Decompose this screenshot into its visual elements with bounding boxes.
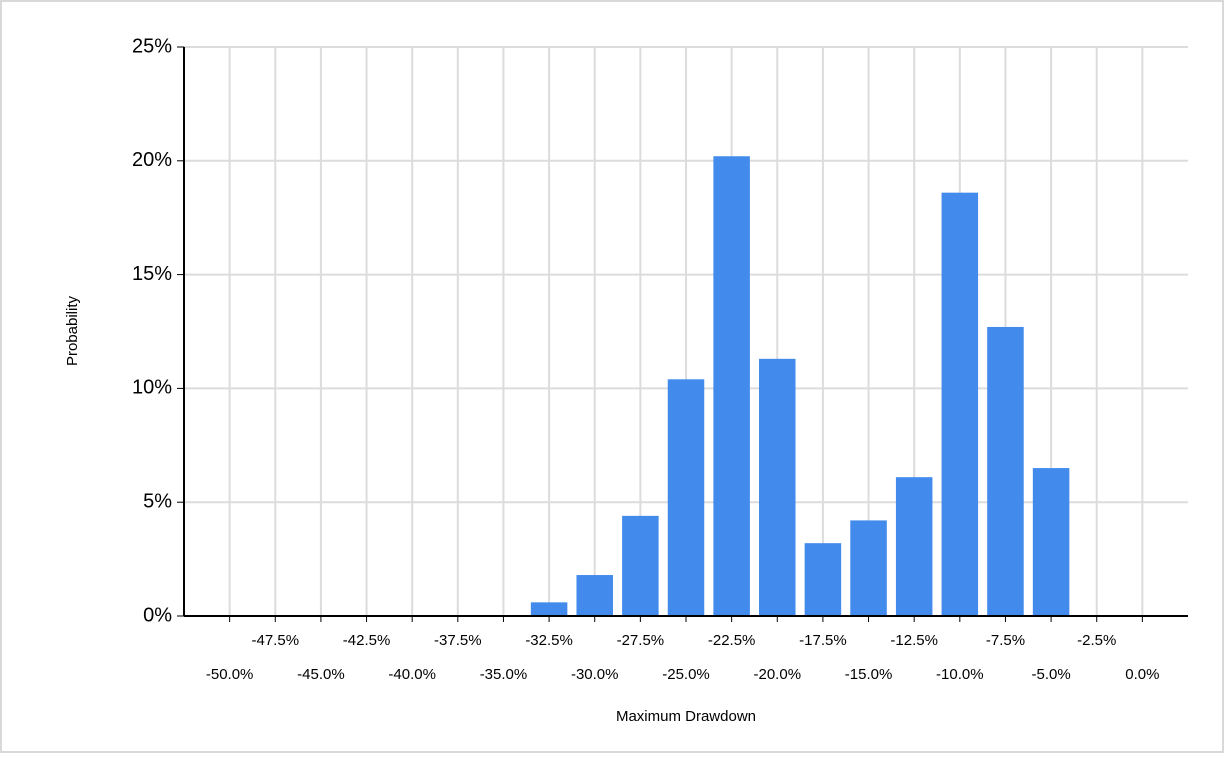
x-tick-label: -27.5%: [617, 632, 665, 649]
bars: [530, 156, 1070, 617]
bar: [667, 379, 705, 616]
bar: [713, 156, 750, 617]
x-tick-label: -30.0%: [571, 666, 619, 683]
y-tick-label: 0%: [143, 604, 172, 626]
bar: [576, 575, 613, 616]
bar: [622, 515, 659, 616]
x-tick-label: -35.0%: [480, 666, 528, 683]
x-tick-label: -17.5%: [799, 632, 847, 649]
x-tick-label: -5.0%: [1031, 666, 1070, 683]
bar: [530, 602, 568, 616]
x-tick-label: -32.5%: [525, 632, 573, 649]
x-tick-label: -2.5%: [1077, 632, 1116, 649]
x-tick-label: -47.5%: [252, 632, 300, 649]
bar: [1032, 468, 1070, 616]
bar: [941, 192, 979, 616]
y-tick-label: 15%: [132, 263, 172, 285]
x-tick-label: -25.0%: [662, 666, 710, 683]
bar: [804, 543, 842, 616]
x-tick-label: -50.0%: [206, 666, 254, 683]
x-tick-label: -7.5%: [986, 632, 1025, 649]
x-tick-label: -15.0%: [845, 666, 893, 683]
x-tick-label: -42.5%: [343, 632, 391, 649]
x-tick-label: -22.5%: [708, 632, 756, 649]
x-tick-label: -37.5%: [434, 632, 482, 649]
x-tick-label: -12.5%: [890, 632, 938, 649]
x-tick-label: -20.0%: [754, 666, 802, 683]
y-tick-label: 5%: [143, 490, 172, 512]
y-axis-label: Probability: [64, 295, 81, 366]
axes: 0% 5% 10% 15% 20% 25% -50.0% -47.5% -45.0% -42.5%…: [132, 35, 1188, 683]
y-tick-label: 25%: [132, 35, 172, 57]
x-tick-label: -45.0%: [297, 666, 345, 683]
x-tick-label: -40.0%: [388, 666, 436, 683]
y-tick-label: 10%: [132, 377, 172, 399]
y-tick-label: 20%: [132, 149, 172, 171]
bar: [850, 520, 887, 616]
bar: [987, 326, 1024, 616]
bar: [895, 477, 933, 616]
bar: [759, 358, 796, 616]
x-axis-label: Maximum Drawdown: [616, 708, 756, 725]
x-tick-label: 0.0%: [1125, 666, 1159, 683]
x-tick-label: -10.0%: [936, 666, 984, 683]
